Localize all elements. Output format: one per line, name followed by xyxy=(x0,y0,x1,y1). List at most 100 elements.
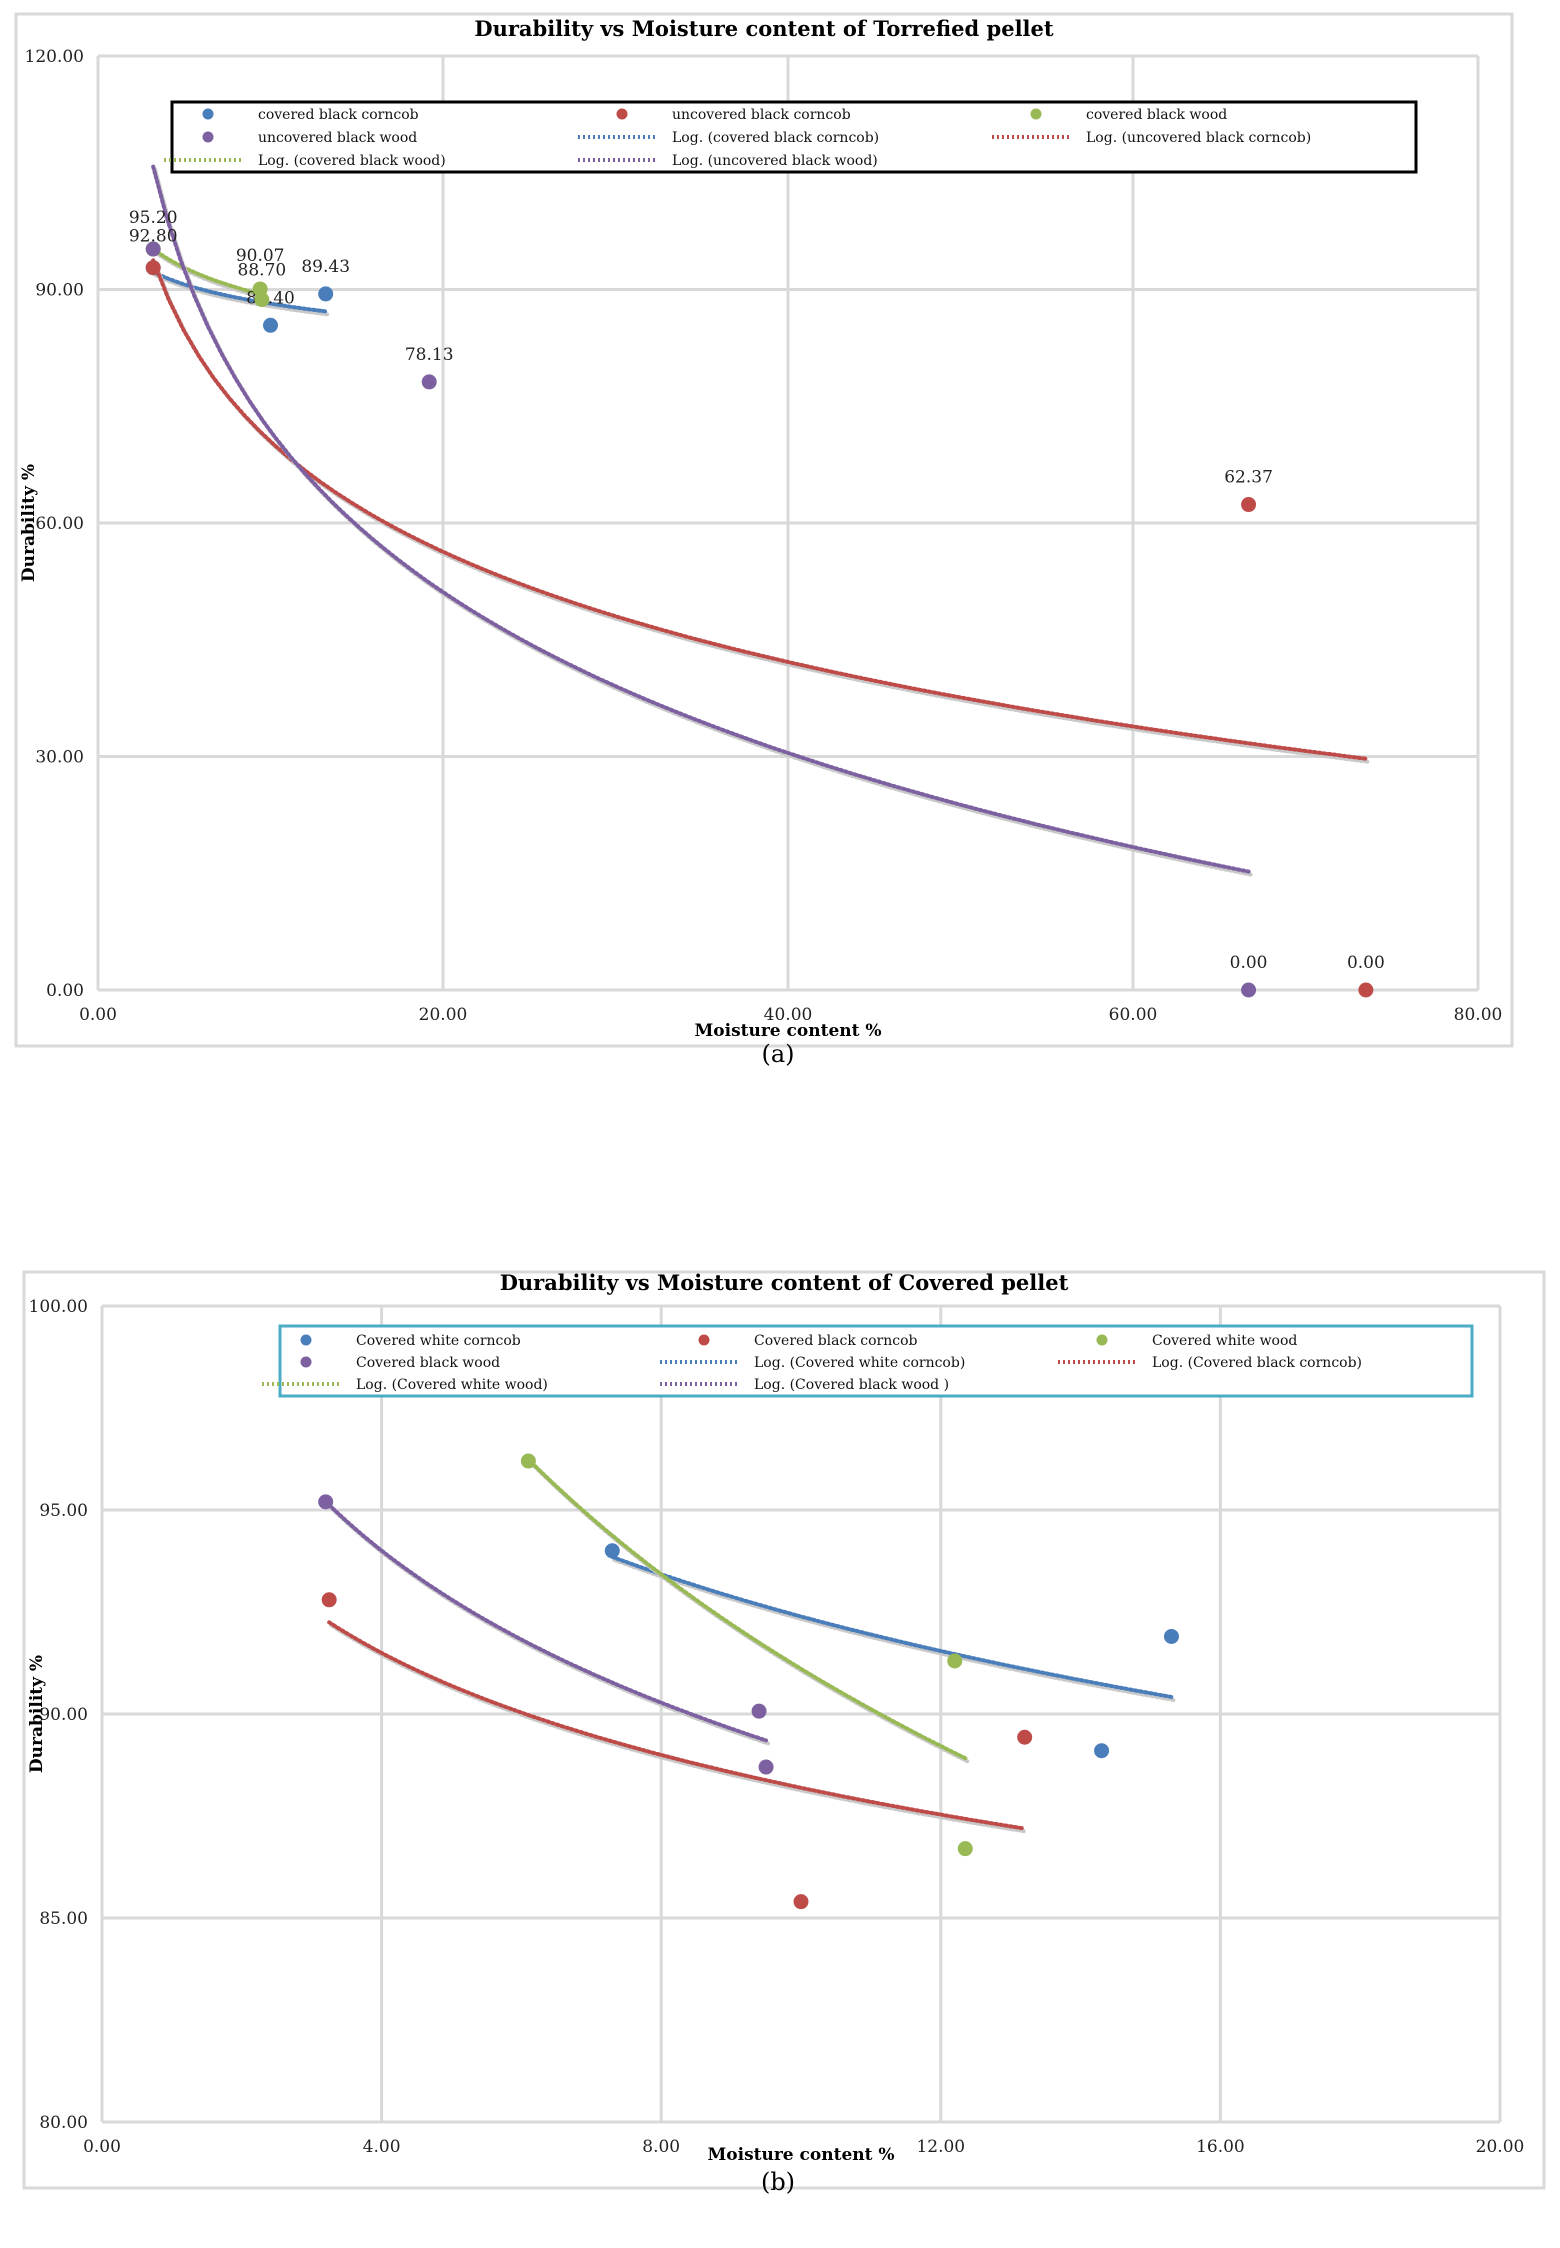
chart-b-legend-entry: Covered black corncob xyxy=(754,1333,918,1349)
chart-b-data-point xyxy=(520,1453,536,1469)
chart-a-trendline xyxy=(151,270,328,314)
chart-a-data-point xyxy=(254,292,270,308)
chart-a-data-label: 78.13 xyxy=(405,345,454,365)
chart-a-data-label: 62.37 xyxy=(1224,468,1273,488)
chart-a-chart-title: Durability vs Moisture content of Torref… xyxy=(474,16,1054,41)
chart-b-legend-entry: Covered black wood xyxy=(356,1355,500,1371)
chart-a-y-tick-label: 90.00 xyxy=(35,281,84,301)
chart-a-data-point xyxy=(145,260,161,276)
chart-b-x-tick-label: 8.00 xyxy=(642,2137,680,2157)
chart-a-data-label: 89.43 xyxy=(301,257,350,277)
chart-a-data-point xyxy=(318,286,334,302)
chart-b-legend-entry: Covered white wood xyxy=(1152,1333,1297,1349)
chart-a-data-label: 90.07 xyxy=(236,246,285,266)
chart-a-data-point xyxy=(263,317,278,333)
chart-a-data-label: 92.80 xyxy=(129,227,178,247)
chart-a-x-tick-label: 20.00 xyxy=(419,1005,468,1025)
chart-b-legend-entry: Covered white corncob xyxy=(356,1333,521,1349)
chart-b-caption: (b) xyxy=(760,2168,796,2196)
chart-b-legend-entry: Log. (Covered white corncob) xyxy=(754,1355,965,1371)
chart-a-y-tick-label: 60.00 xyxy=(35,514,84,534)
chart-a-legend-marker xyxy=(202,131,214,143)
chart-b-legend-marker xyxy=(300,1356,312,1368)
chart-b-x-tick-label: 0.00 xyxy=(83,2137,121,2157)
chart-a-trendline xyxy=(151,164,1251,874)
chart-b-legend-marker xyxy=(1096,1334,1108,1346)
chart-a-y-tick-label: 30.00 xyxy=(35,748,84,768)
chart-b-x-tick-label: 4.00 xyxy=(363,2137,401,2157)
chart-a-legend-entry: uncovered black corncob xyxy=(672,107,851,123)
chart-a-data-point xyxy=(1358,982,1374,998)
chart-a-data-point xyxy=(421,374,437,390)
chart-a-legend-entry: uncovered black wood xyxy=(258,130,417,146)
chart-b-legend-entry: Log. (Covered black wood ) xyxy=(754,1377,949,1393)
chart-b-y-tick-label: 100.00 xyxy=(29,1297,88,1317)
chart-a-trendline xyxy=(151,247,264,297)
chart-a-legend-entry: Log. (covered black wood) xyxy=(258,153,446,169)
chart-a-legend-entry: Log. (covered black corncob) xyxy=(672,130,879,146)
chart-b-trendline xyxy=(610,1554,1174,1699)
chart-b-x-tick-label: 16.00 xyxy=(1196,2137,1245,2157)
chart-a-data-label: 95.20 xyxy=(129,208,178,228)
chart-a-y-axis-label: Durability % xyxy=(19,464,39,582)
chart-a-legend xyxy=(170,100,1418,174)
chart-b-data-point xyxy=(1094,1743,1110,1759)
chart-b-y-tick-label: 95.00 xyxy=(39,1501,88,1521)
chart-a-x-tick-label: 80.00 xyxy=(1454,1005,1503,1025)
chart-b-chart-title: Durability vs Moisture content of Covere… xyxy=(500,1270,1069,1295)
chart-b-y-tick-label: 90.00 xyxy=(39,1705,88,1725)
chart-a-y-tick-label: 0.00 xyxy=(46,981,84,1001)
chart-a-trendline-shadow xyxy=(153,273,330,317)
chart-b-data-point xyxy=(751,1703,767,1719)
chart-a-legend-marker xyxy=(202,108,214,120)
chart-b-y-tick-label: 80.00 xyxy=(39,2113,88,2133)
chart-b-data-point xyxy=(321,1592,337,1608)
chart-a-data-point xyxy=(145,241,161,257)
chart-b-data-point xyxy=(318,1494,334,1510)
chart-a-svg: 0.00 20.00 40.00 60.00 80.00 0.00 30.00 60.00 90… xyxy=(14,12,1514,1048)
chart-a-x-tick-label: 40.00 xyxy=(764,1005,813,1025)
chart-b-data-point xyxy=(947,1653,963,1669)
chart-a-legend-marker xyxy=(1030,108,1042,120)
chart-a-trendline xyxy=(151,258,1368,761)
chart-b-legend xyxy=(278,1324,1474,1398)
chart-b-trendline-shadow xyxy=(612,1557,1176,1702)
chart-a-legend-entry: Log. (uncovered black corncob) xyxy=(1086,130,1311,146)
chart-b-data-point xyxy=(604,1543,620,1559)
chart-a-data-label: 0.00 xyxy=(1347,953,1385,973)
chart-b-data-point xyxy=(793,1894,809,1910)
chart-b-legend-entry: Log. (Covered white wood) xyxy=(356,1377,548,1393)
chart-b-trendline-shadow xyxy=(329,1623,1029,1834)
chart-a-legend-entry: covered black corncob xyxy=(258,107,419,123)
chart-b-chart-area xyxy=(22,1270,1546,2190)
chart-b-x-axis-label: Moisture content % xyxy=(707,2145,894,2165)
chart-b-legend-entry: Log. (Covered black corncob) xyxy=(1152,1355,1362,1371)
chart-a-legend-marker xyxy=(616,108,628,120)
chart-b-svg: 0.00 4.00 8.00 12.00 16.00 20.00 80.00 85.00 90.… xyxy=(22,1270,1546,2190)
chart-a-x-axis-label: Moisture content % xyxy=(694,1021,881,1041)
chart-b-x-tick-label: 20.00 xyxy=(1476,2137,1525,2157)
chart-a-y-tick-label: 120.00 xyxy=(25,47,84,67)
chart-b-data-point xyxy=(957,1841,973,1857)
chart-b-x-tick-label: 12.00 xyxy=(916,2137,965,2157)
chart-b-y-axis-label: Durability % xyxy=(27,1655,47,1773)
chart-b-legend-marker xyxy=(698,1334,710,1346)
chart-b-data-point xyxy=(1017,1729,1033,1745)
chart-a-legend-entry: Log. (uncovered black wood) xyxy=(672,153,878,169)
chart-b-legend-marker xyxy=(300,1334,312,1346)
chart-a-data-point xyxy=(1241,982,1257,998)
chart-a-data-label: 0.00 xyxy=(1230,953,1268,973)
chart-b-trendline xyxy=(323,1499,768,1743)
chart-a-x-tick-label: 0.00 xyxy=(79,1005,117,1025)
chart-b-trendline xyxy=(327,1620,1027,1831)
chart-a-data-label: 88.70 xyxy=(238,261,287,281)
chart-a-caption: (a) xyxy=(761,1040,795,1068)
chart-b-trendline xyxy=(526,1457,968,1761)
chart-a-chart-area xyxy=(14,12,1514,1048)
chart-a: 0.00 20.00 40.00 60.00 80.00 0.00 30.00 60.00 90… xyxy=(0,0,1560,1060)
chart-a-x-tick-label: 60.00 xyxy=(1109,1005,1158,1025)
chart-a-legend-entry: covered black wood xyxy=(1086,107,1227,123)
chart-b-data-point xyxy=(758,1759,774,1775)
chart-b-data-point xyxy=(1163,1628,1179,1644)
chart-b-y-tick-label: 85.00 xyxy=(39,1909,88,1929)
